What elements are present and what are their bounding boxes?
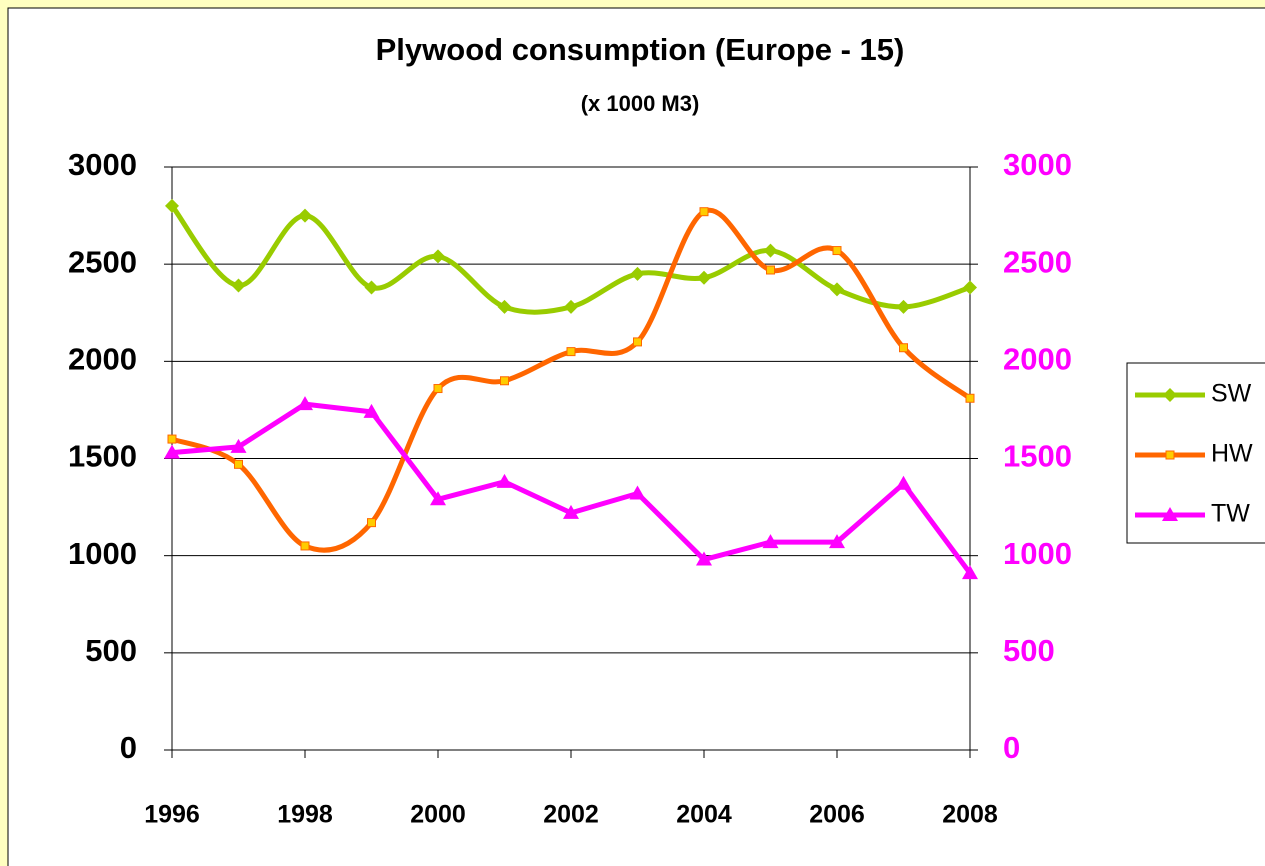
marker [895,475,912,490]
marker [766,265,775,275]
y-tick-label: 2000 [68,342,137,377]
marker [364,280,379,295]
legend-marker [1163,388,1177,402]
y2-tick-label: 3000 [1003,147,1072,182]
marker [899,343,908,353]
marker [297,396,313,411]
marker [300,541,310,551]
x-tick-label: 1996 [144,801,200,829]
chart-title: Plywood consumption (Europe - 15) [376,32,905,67]
marker [164,444,180,459]
marker [563,504,579,519]
y2-tick-label: 500 [1003,633,1055,668]
marker [564,299,578,314]
y-tick-label: 0 [120,730,137,765]
marker [763,243,778,258]
x-tick-label: 1998 [277,801,333,829]
marker [430,491,446,506]
y2-tick-label: 1000 [1003,536,1072,571]
marker [963,280,977,295]
legend-label: SW [1211,380,1252,408]
y-tick-label: 2500 [68,244,137,279]
chart-area [7,7,1265,866]
marker [832,246,842,256]
y-tick-label: 1500 [68,439,137,474]
marker [165,198,179,213]
marker [230,438,247,453]
x-tick-label: 2002 [543,801,599,829]
marker [431,249,445,264]
marker [697,270,711,285]
legend-label: HW [1211,440,1253,468]
y-tick-label: 500 [85,633,137,668]
x-tick-label: 2000 [410,801,466,829]
marker [696,551,712,566]
marker [699,207,709,217]
marker [829,534,845,549]
y2-tick-label: 2500 [1003,244,1072,279]
marker [566,347,576,357]
marker [298,208,312,223]
y2-tick-label: 0 [1003,730,1020,765]
x-tick-label: 2006 [809,801,865,829]
marker [896,299,911,314]
legend-marker [1162,507,1178,521]
x-tick-label: 2004 [676,801,732,829]
marker [167,434,177,444]
marker [433,384,443,394]
marker [497,299,512,314]
y-tick-label: 3000 [68,147,137,182]
marker [633,337,642,347]
y2-tick-label: 2000 [1003,342,1072,377]
marker [962,565,978,580]
y-tick-label: 1000 [68,536,137,571]
marker [234,459,243,469]
marker [762,534,779,549]
marker [367,518,376,528]
marker [629,485,646,500]
chart-subtitle: (x 1000 M3) [581,91,700,116]
marker [496,473,513,488]
marker [363,403,380,418]
marker [500,376,509,386]
marker [630,266,645,281]
marker [231,278,246,293]
legend-label: TW [1211,500,1250,528]
marker [830,282,844,297]
y2-tick-label: 1500 [1003,439,1072,474]
legend-marker [1165,450,1175,460]
x-tick-label: 2008 [942,801,998,829]
marker [965,393,975,403]
